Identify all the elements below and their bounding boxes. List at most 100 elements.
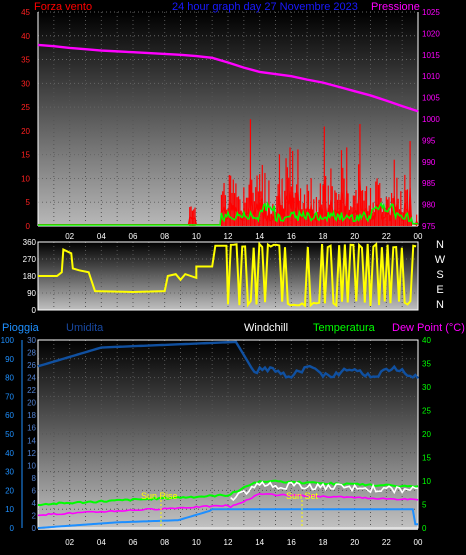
temperature-tick-label: 20 [422, 430, 431, 439]
humidity-tick-label: 24 [27, 374, 36, 383]
x-tick-label: 12 [224, 538, 233, 547]
x-tick-label: 04 [97, 232, 106, 241]
direction-tick-label: 360 [23, 238, 37, 247]
sunrise-label: Sun Rise [141, 491, 178, 501]
rain-tick-label: 60 [5, 411, 14, 420]
humidity-tick-label: 26 [27, 361, 36, 370]
average-wind-line [38, 201, 418, 226]
pressure-tick-label: 1010 [422, 72, 440, 81]
temperature-tick-label: 0 [422, 524, 427, 533]
compass-label: W [435, 254, 446, 266]
pressure-line [37, 43, 419, 113]
x-tick-label: 22 [382, 232, 391, 241]
compass-label: N [436, 299, 444, 311]
x-tick-label: 00 [414, 232, 423, 241]
humidity-tick-label: 28 [27, 349, 36, 358]
wind-tick-label: 40 [21, 32, 30, 41]
humidity-tick-label: 18 [27, 411, 36, 420]
temperature-tick-label: 35 [422, 360, 431, 369]
temperature-tick-label: 5 [422, 501, 427, 510]
x-tick-label: 06 [129, 232, 138, 241]
dewpoint-legend: Dew Point (°C) [392, 322, 465, 334]
pressure-tick-label: 1020 [422, 29, 440, 38]
x-tick-label: 02 [65, 232, 74, 241]
wind-direction-line [38, 241, 417, 308]
wind-tick-label: 45 [21, 8, 30, 17]
wind-tick-label: 20 [21, 127, 30, 136]
humidity-tick-label: 22 [27, 386, 36, 395]
rain-tick-label: 20 [5, 486, 14, 495]
wind-tick-label: 30 [21, 79, 30, 88]
humidity-tick-label: 6 [32, 486, 37, 495]
temperature-tick-label: 15 [422, 454, 431, 463]
wind-panel-bg [38, 12, 418, 226]
humidity-tick-label: 0 [32, 524, 37, 533]
direction-tick-label: 90 [27, 289, 36, 298]
temperature-tick-label: 25 [422, 407, 431, 416]
compass-label: N [436, 239, 444, 251]
x-tick-label: 04 [97, 538, 106, 547]
rain-axis-title: Pioggia [2, 322, 40, 334]
direction-tick-label: 270 [23, 255, 37, 264]
pressure-tick-label: 1015 [422, 51, 440, 60]
x-tick-label: 14 [255, 538, 264, 547]
x-tick-label: 12 [224, 232, 233, 241]
x-tick-label: 22 [382, 538, 391, 547]
humidity-tick-label: 12 [27, 449, 36, 458]
windchill-legend: Windchill [244, 322, 288, 334]
humidity-tick-label: 2 [32, 511, 37, 520]
wind-tick-label: 25 [21, 103, 30, 112]
sunset-label: Sun Set [286, 491, 319, 501]
x-tick-label: 08 [160, 232, 169, 241]
temperature-legend: Temperatura [313, 322, 376, 334]
pressure-tick-label: 1005 [422, 94, 440, 103]
temperature-line [37, 479, 419, 507]
compass-label: E [436, 284, 443, 296]
graph-title: 24 hour graph day 27 Novembre 2023 [172, 1, 358, 13]
wind-tick-label: 0 [26, 222, 31, 231]
x-tick-label: 10 [192, 232, 201, 241]
temperature-tick-label: 40 [422, 336, 431, 345]
pressure-axis-title: Pressione [371, 1, 420, 13]
x-tick-label: 16 [287, 538, 296, 547]
x-tick-label: 18 [319, 538, 328, 547]
pressure-tick-label: 995 [422, 136, 436, 145]
wind-tick-label: 5 [26, 198, 31, 207]
humidity-line [37, 340, 419, 380]
x-tick-label: 02 [65, 538, 74, 547]
x-tick-label: 00 [414, 538, 423, 547]
rain-line [37, 508, 418, 529]
temperature-tick-label: 10 [422, 477, 431, 486]
x-tick-label: 08 [160, 538, 169, 547]
rain-tick-label: 50 [5, 430, 14, 439]
humidity-tick-label: 14 [27, 436, 36, 445]
pressure-tick-label: 985 [422, 179, 436, 188]
humidity-tick-label: 10 [27, 461, 36, 470]
rain-tick-label: 70 [5, 392, 14, 401]
rain-tick-label: 10 [5, 505, 14, 514]
x-tick-label: 10 [192, 538, 201, 547]
x-tick-label: 14 [255, 232, 264, 241]
direction-tick-label: 180 [23, 272, 37, 281]
rain-tick-label: 40 [5, 449, 14, 458]
wind-tick-label: 15 [21, 151, 30, 160]
humidity-tick-label: 8 [32, 474, 37, 483]
x-tick-label: 18 [319, 232, 328, 241]
compass-label: S [436, 269, 443, 281]
x-tick-label: 20 [350, 232, 359, 241]
pressure-tick-label: 990 [422, 158, 436, 167]
humidity-tick-label: 20 [27, 399, 36, 408]
rain-tick-label: 80 [5, 374, 14, 383]
rain-tick-label: 0 [10, 524, 15, 533]
x-tick-label: 16 [287, 232, 296, 241]
humidity-tick-label: 30 [27, 336, 36, 345]
rain-tick-label: 100 [1, 336, 15, 345]
wind-tick-label: 10 [21, 174, 30, 183]
pressure-tick-label: 1000 [422, 115, 440, 124]
pressure-tick-label: 980 [422, 201, 436, 210]
x-tick-label: 20 [350, 538, 359, 547]
dewpoint-line [37, 492, 419, 517]
temperature-tick-label: 30 [422, 383, 431, 392]
x-tick-label: 06 [129, 538, 138, 547]
